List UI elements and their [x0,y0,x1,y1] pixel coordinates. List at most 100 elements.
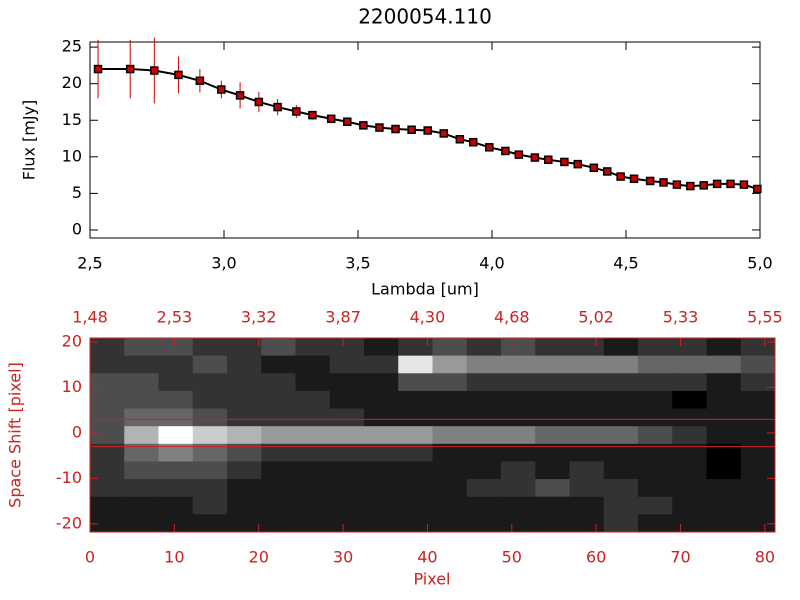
image-cell [227,426,262,445]
image-cell [398,390,433,410]
data-point [629,174,639,184]
image-cell [192,355,228,374]
data-point [359,121,368,130]
image-cell [227,461,262,480]
image-cell [158,461,194,480]
image-cell [192,496,228,515]
data-point [686,181,695,191]
image-cell [432,355,468,374]
image-cell [329,514,365,533]
plot-frame [89,41,761,239]
image-cell [466,373,502,392]
image-cell [398,408,433,427]
image-cell [603,479,639,498]
image-cell [432,426,468,445]
image-cell [466,355,502,374]
y-tick-label: -10 [56,468,82,487]
image-cell [432,338,468,357]
image-cell [329,373,365,392]
image-cell [535,443,570,462]
image-cell [90,514,125,533]
image-cell [432,514,468,533]
image-cell [466,390,502,410]
image-cell [227,496,262,515]
x-tick-label: 50 [502,548,522,567]
image-cell [740,461,776,480]
image-cell [90,373,125,392]
data-point [407,125,416,135]
x2-tick-label: 5,33 [663,308,699,327]
image-cell [569,338,605,357]
image-cell [158,479,194,498]
data-point [150,66,159,75]
image-cell [740,496,776,515]
data-point [125,64,135,74]
image-cell [192,373,228,392]
image-cell [227,373,262,392]
image-cell [364,443,399,462]
image-cell [501,479,536,498]
image-cell [672,479,707,498]
image-cell [90,426,125,445]
image-cell [501,373,536,392]
image-cell [569,514,605,533]
image-cell [432,373,468,392]
image-cell [740,443,776,462]
image-cell [535,461,570,480]
image-cell [535,479,570,498]
image-cell [501,514,536,533]
image-cell [261,373,296,392]
image-cell [90,390,125,410]
image-cell [638,514,673,533]
image-cell [432,461,468,480]
image-cell [638,461,673,480]
image-cell [261,496,296,515]
image-cell [740,514,776,533]
image-cell [158,373,194,392]
image-cell [329,338,365,357]
image-cell [364,514,399,533]
image-cell [295,461,331,480]
image-cell [501,390,536,410]
image-cell [90,338,125,357]
image-cell [535,390,570,410]
x2-tick-label: 4,68 [494,308,530,327]
image-cell [158,426,194,445]
data-point [616,172,625,181]
image-cell [706,355,742,374]
image-cell [501,496,536,515]
x-tick-label: 10 [164,548,184,567]
image-cell [295,443,331,462]
image-cell [501,338,536,357]
y-tick-label: -20 [56,513,82,532]
data-point [391,124,400,134]
y-tick-label: 10 [62,146,82,165]
data-point [712,179,722,189]
image-cell [603,355,639,374]
image-cell [364,355,399,374]
image-cell [740,479,776,498]
image-cell [261,390,296,410]
image-cell [432,496,468,515]
image-cell [398,443,433,462]
image-cell [501,443,536,462]
y-axis-label: Flux [mJy] [20,100,39,181]
image-cell [261,355,296,374]
y-tick-label: 25 [62,37,82,56]
data-point [573,159,583,169]
image-cell [329,461,365,480]
image-cell [158,338,194,357]
x2-tick-label: 5,02 [578,308,614,327]
y-tick-label: 0 [72,422,82,441]
data-point [659,178,668,187]
image-cell [672,514,707,533]
image-cell [535,496,570,515]
image-cell [261,479,296,498]
image-cell [706,390,742,410]
image-cell [398,479,433,498]
data-point [292,107,301,116]
image-cell [638,338,673,357]
image-cell [706,426,742,445]
x-tick-label: 40 [417,548,437,567]
image-cell [706,514,742,533]
